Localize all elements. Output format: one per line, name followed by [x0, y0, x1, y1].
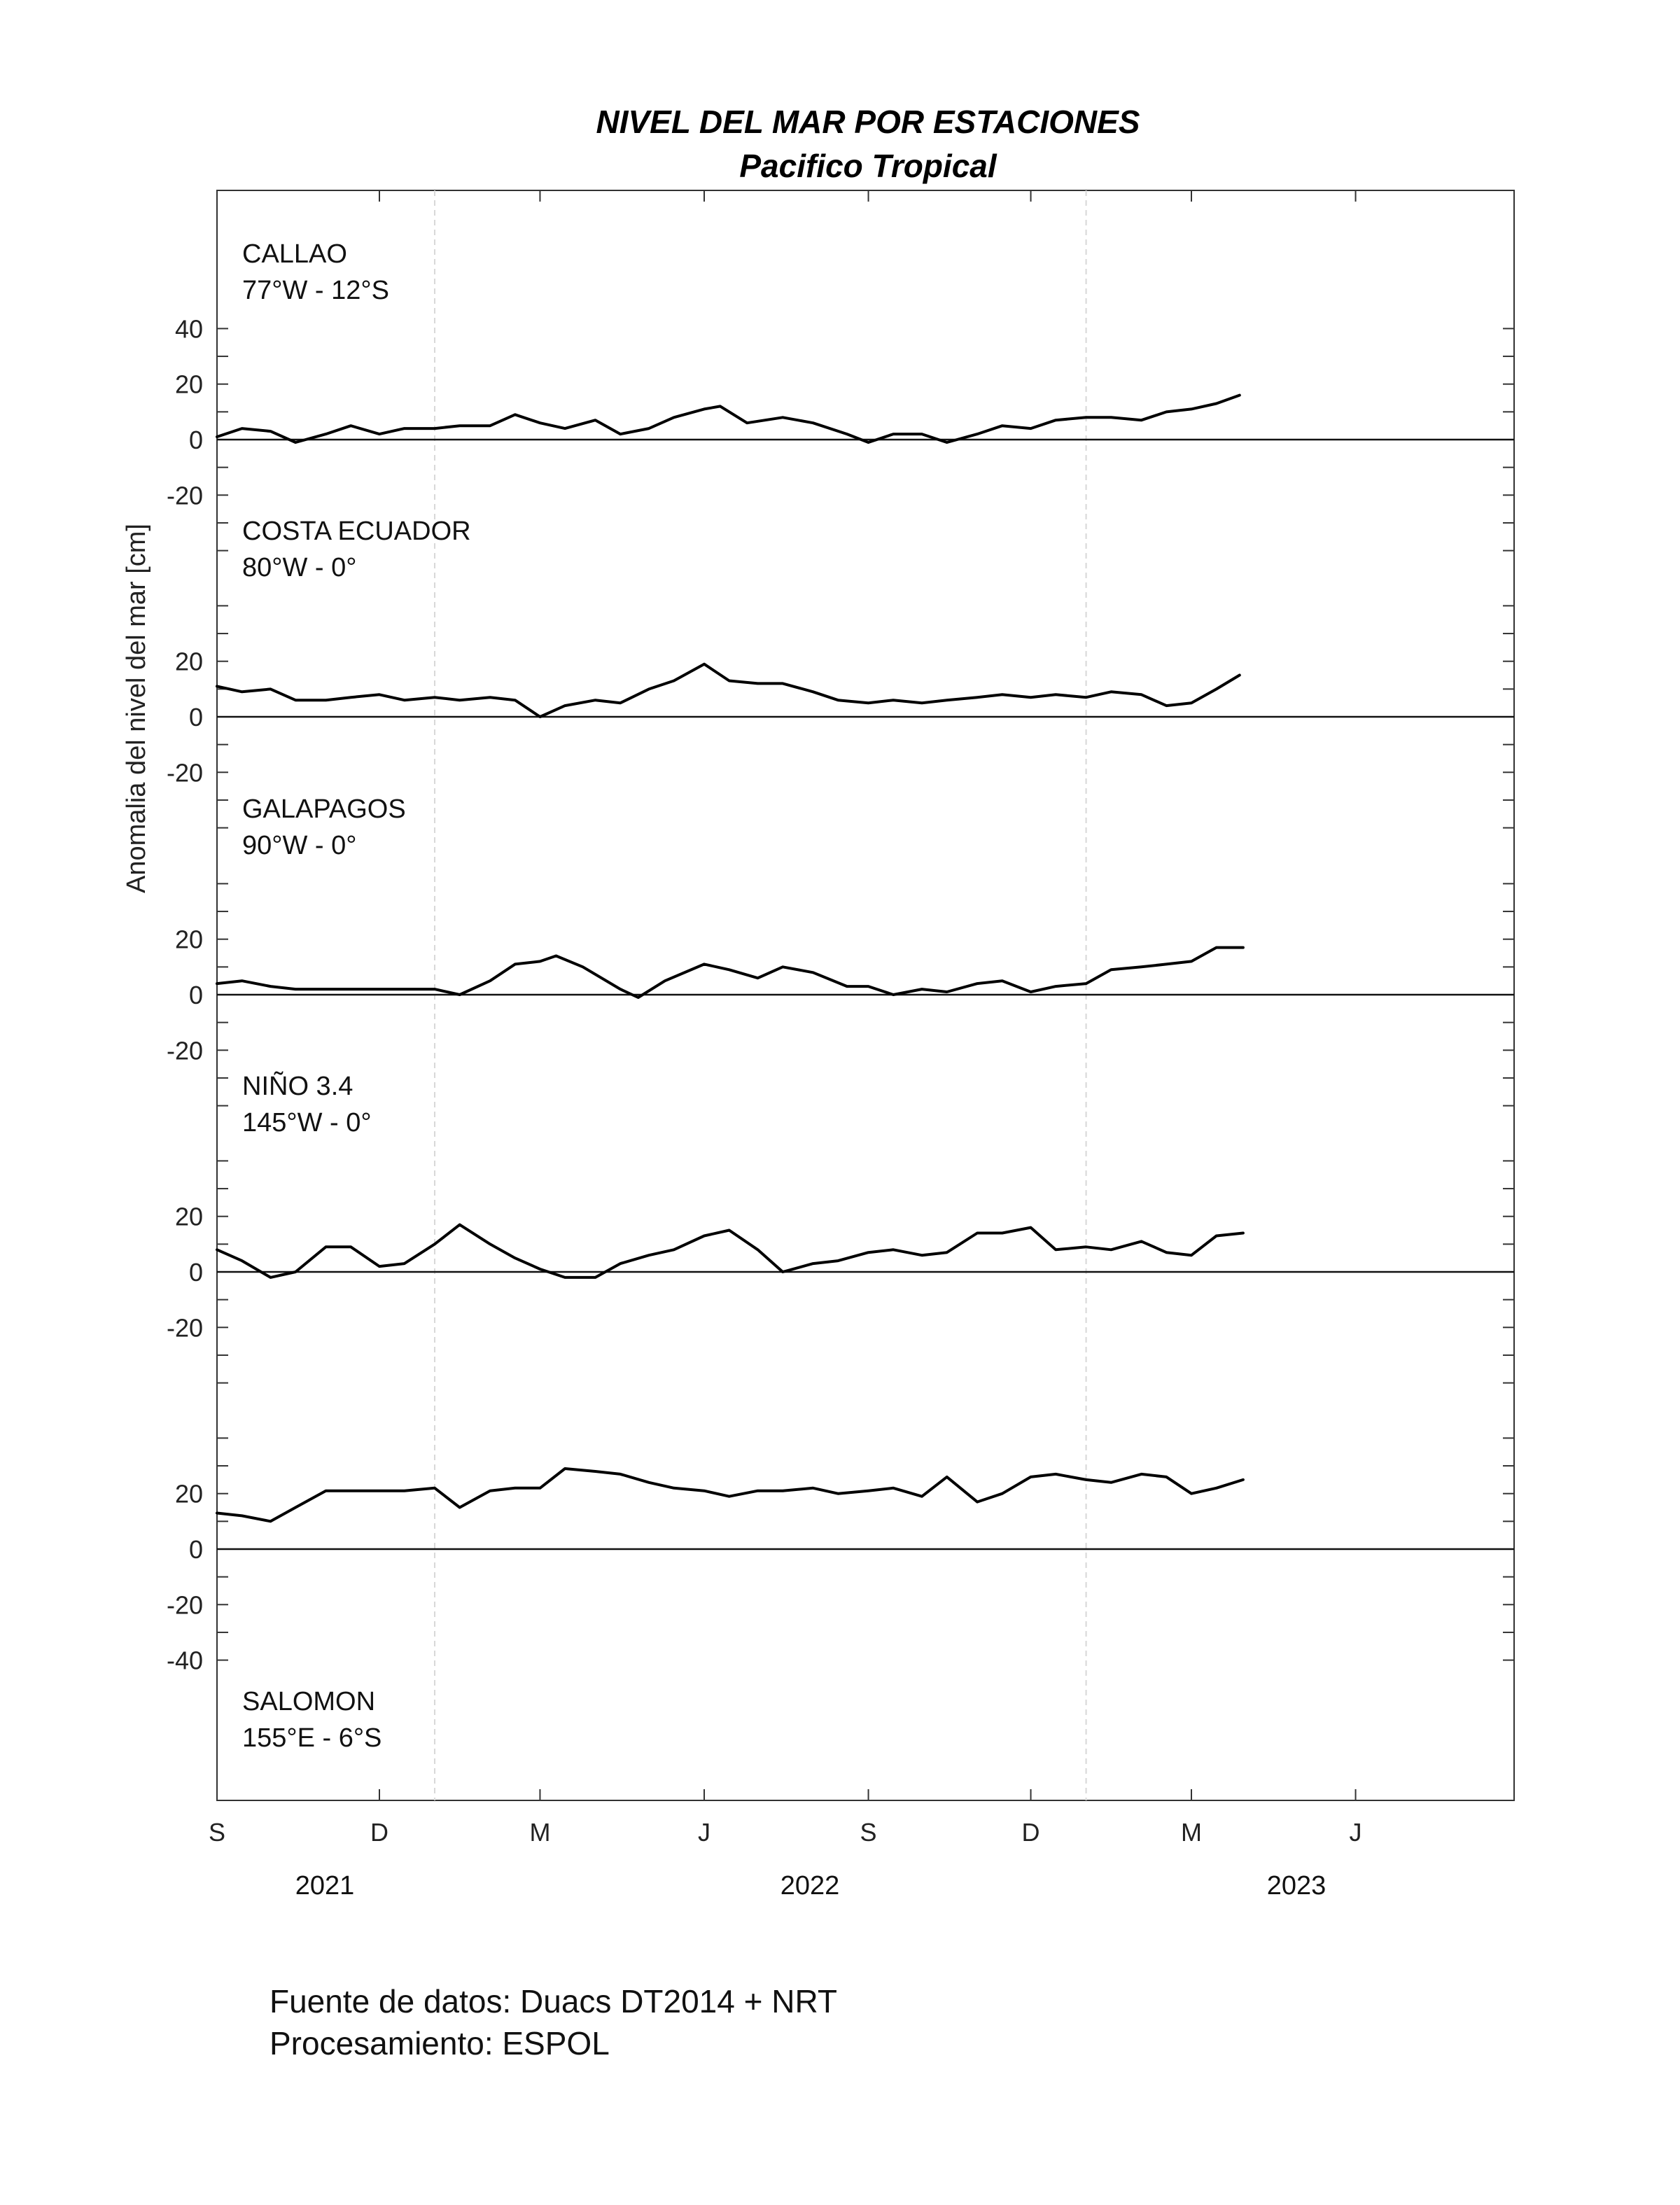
year-label: 2021 [295, 1871, 355, 1900]
station-coords: 80°W - 0° [242, 553, 356, 582]
x-tick-label: S [860, 1818, 877, 1847]
station-coords: 145°W - 0° [242, 1108, 372, 1138]
x-tick-label: J [698, 1818, 710, 1847]
series-line-1 [216, 662, 1241, 718]
y-tick-label: 40 [175, 314, 203, 343]
station-name: CALLAO [242, 239, 347, 269]
footer-processing: Procesamiento: ESPOL [270, 2025, 610, 2062]
x-tick-label: D [1022, 1818, 1040, 1847]
y-tick-label: 0 [189, 426, 203, 454]
y-tick-label: -20 [167, 758, 203, 787]
y-tick-label: 20 [175, 370, 203, 399]
y-tick-label: 20 [175, 925, 203, 954]
year-label: 2023 [1267, 1871, 1326, 1900]
series-line-0 [216, 393, 1241, 444]
y-axis-label: Anomalia del nivel del mar [cm] [122, 524, 151, 893]
y-tick-label: 0 [189, 703, 203, 732]
y-tick-label: -20 [167, 1036, 203, 1065]
y-tick-label: -20 [167, 1313, 203, 1342]
chart-subtitle: Pacifico Tropical [739, 148, 997, 184]
x-tick-label: D [370, 1818, 388, 1847]
series-line-4 [216, 1467, 1245, 1523]
y-tick-label: 20 [175, 1203, 203, 1231]
station-name: NIÑO 3.4 [242, 1071, 353, 1101]
year-label: 2022 [780, 1871, 840, 1900]
station-coords: 90°W - 0° [242, 831, 356, 860]
x-tick-label: S [209, 1818, 225, 1847]
station-name: SALOMON [242, 1687, 375, 1716]
y-tick-label: -20 [167, 1590, 203, 1619]
y-tick-label: 0 [189, 1258, 203, 1287]
y-tick-label: 20 [175, 648, 203, 676]
footer-source: Fuente de datos: Duacs DT2014 + NRT [270, 1983, 837, 2019]
plot-layer: S D M J S D M J 2021 2022 2023 40 20 0 -20 CALLAO 77°W -… [167, 190, 1515, 1900]
station-coords: 77°W - 12°S [242, 276, 389, 305]
x-tick-label: J [1350, 1818, 1362, 1847]
y-tick-label: 0 [189, 1535, 203, 1564]
station-name: COSTA ECUADOR [242, 517, 471, 546]
station-coords: 155°E - 6°S [242, 1723, 382, 1753]
y-tick-label: 0 [189, 981, 203, 1009]
x-tick-label: M [1181, 1818, 1202, 1847]
chart-title: NIVEL DEL MAR POR ESTACIONES [596, 104, 1140, 140]
series-line-2 [216, 946, 1245, 999]
series-line-3 [216, 1223, 1245, 1279]
y-tick-label: -40 [167, 1646, 203, 1675]
y-tick-label: 20 [175, 1480, 203, 1508]
station-name: GALAPAGOS [242, 794, 406, 824]
y-tick-label: -20 [167, 481, 203, 510]
x-tick-label: M [529, 1818, 550, 1847]
